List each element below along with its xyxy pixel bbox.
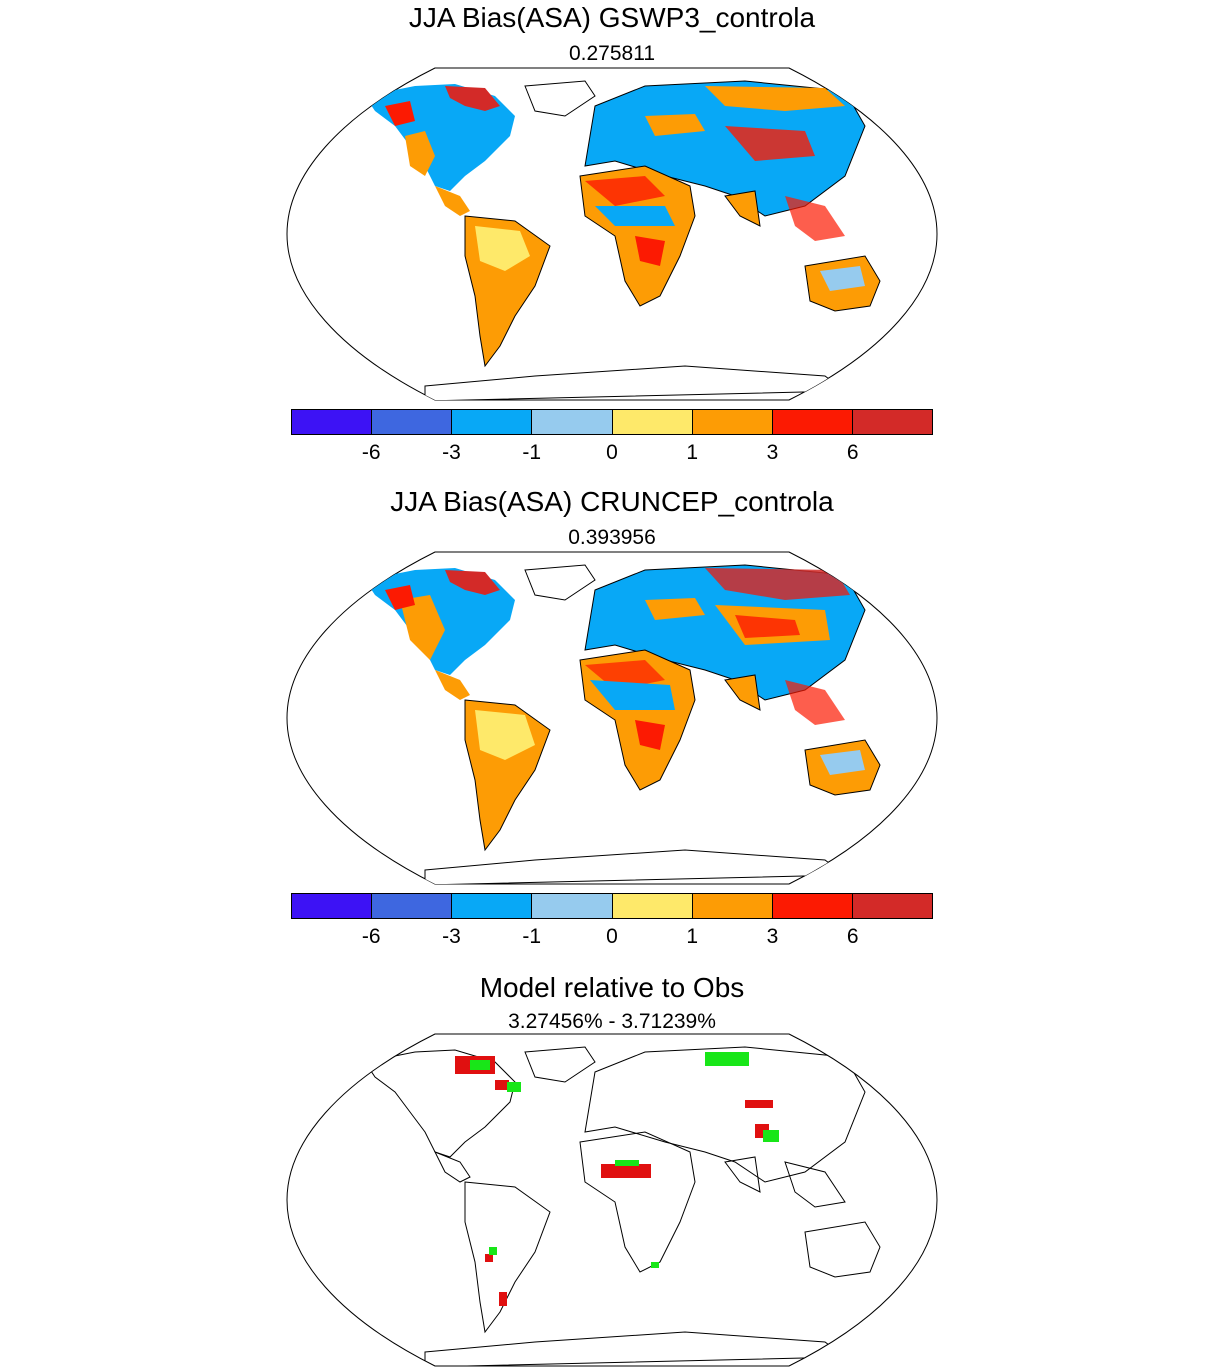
colorbar-box [772, 410, 853, 434]
colorbar-box [292, 894, 373, 918]
colorbar-box [612, 410, 693, 434]
colorbar-box [692, 410, 773, 434]
eurasia [584, 80, 866, 217]
colorbar-box [372, 410, 453, 434]
colorbar-tick: 0 [606, 441, 618, 464]
colorbar-box [372, 894, 453, 918]
panel1-map [286, 67, 938, 401]
colorbar-tick: 0 [606, 925, 618, 948]
south-america-outline [464, 1181, 551, 1334]
panel1-colorbar-ticks: -6 -3 -1 0 1 3 6 [291, 441, 933, 469]
comparison-cells [455, 1052, 779, 1306]
colorbar-box [772, 894, 853, 918]
panel2-subtitle: 0.393956 [568, 526, 656, 549]
panel1-subtitle: 0.275811 [568, 42, 656, 65]
panel3-title: Model relative to Obs [479, 972, 745, 1003]
colorbar-tick: 3 [766, 441, 779, 464]
panel2-title: JJA Bias(ASA) CRUNCEP_controla [390, 486, 834, 517]
colorbar-tick: 3 [766, 925, 779, 948]
africa [579, 165, 696, 307]
colorbar-tick: -1 [522, 925, 542, 948]
colorbar-box [852, 894, 932, 918]
panel3-subtitle: 3.27456% - 3.71239% [508, 1010, 716, 1033]
colorbar-tick: 1 [686, 925, 699, 948]
colorbar-tick: -3 [442, 925, 461, 948]
eurasia-outline [584, 1046, 866, 1183]
panel2-map [286, 551, 938, 885]
colorbar-box [692, 894, 773, 918]
panel2-colorbar [291, 893, 933, 919]
panel1-title: JJA Bias(ASA) GSWP3_controla [408, 2, 816, 33]
colorbar-tick: -6 [361, 925, 381, 948]
colorbar-box [452, 410, 533, 434]
colorbar-box [292, 410, 373, 434]
colorbar-box [532, 894, 613, 918]
australia-outline [804, 1221, 881, 1278]
panel3-map [286, 1033, 938, 1367]
colorbar-tick: -1 [522, 441, 542, 464]
colorbar-tick: 6 [846, 441, 859, 464]
colorbar-box [612, 894, 693, 918]
colorbar-tick: 6 [846, 925, 859, 948]
colorbar-box [452, 894, 533, 918]
panel1-colorbar [291, 409, 933, 435]
colorbar-tick: -6 [361, 441, 381, 464]
panel2-colorbar-ticks: -6 -3 -1 0 1 3 6 [291, 925, 933, 953]
colorbar-box [852, 410, 932, 434]
colorbar-tick: -3 [442, 441, 461, 464]
africa-outline [579, 1131, 696, 1273]
colorbar-box [532, 410, 613, 434]
colorbar-tick: 1 [686, 441, 699, 464]
north-america-outline [364, 1049, 516, 1158]
